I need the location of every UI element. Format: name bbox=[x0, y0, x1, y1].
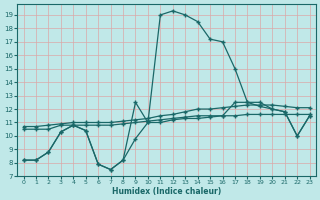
X-axis label: Humidex (Indice chaleur): Humidex (Indice chaleur) bbox=[112, 187, 221, 196]
